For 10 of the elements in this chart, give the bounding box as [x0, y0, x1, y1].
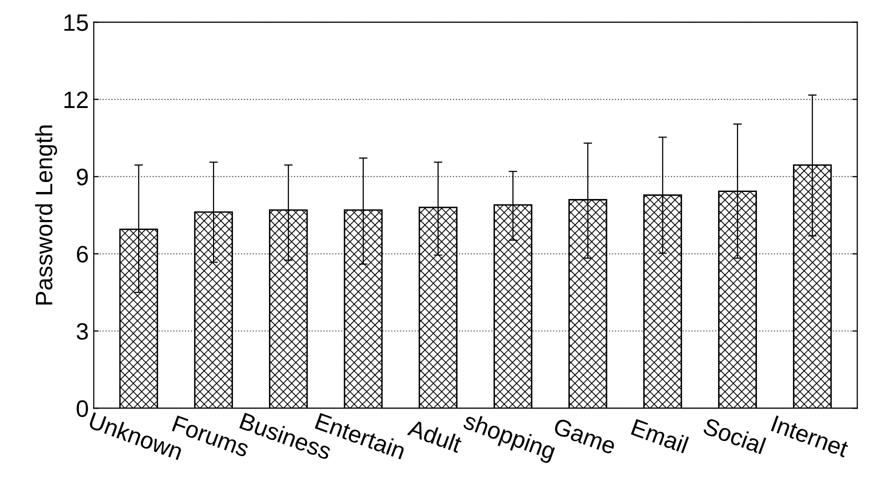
x-tick-label: Email: [630, 418, 689, 454]
y-tick-label: 12: [64, 91, 88, 108]
y-tick-label: 9: [76, 168, 88, 186]
x-tick-label: Adult: [406, 418, 464, 454]
y-tick-label: 0: [76, 400, 88, 417]
y-tick-label: 6: [76, 246, 88, 263]
y-tick-label: 15: [64, 14, 88, 31]
x-tick-label: Social: [702, 417, 766, 454]
y-axis-title: Password Length: [35, 126, 58, 304]
y-tick-label: 3: [76, 323, 88, 340]
